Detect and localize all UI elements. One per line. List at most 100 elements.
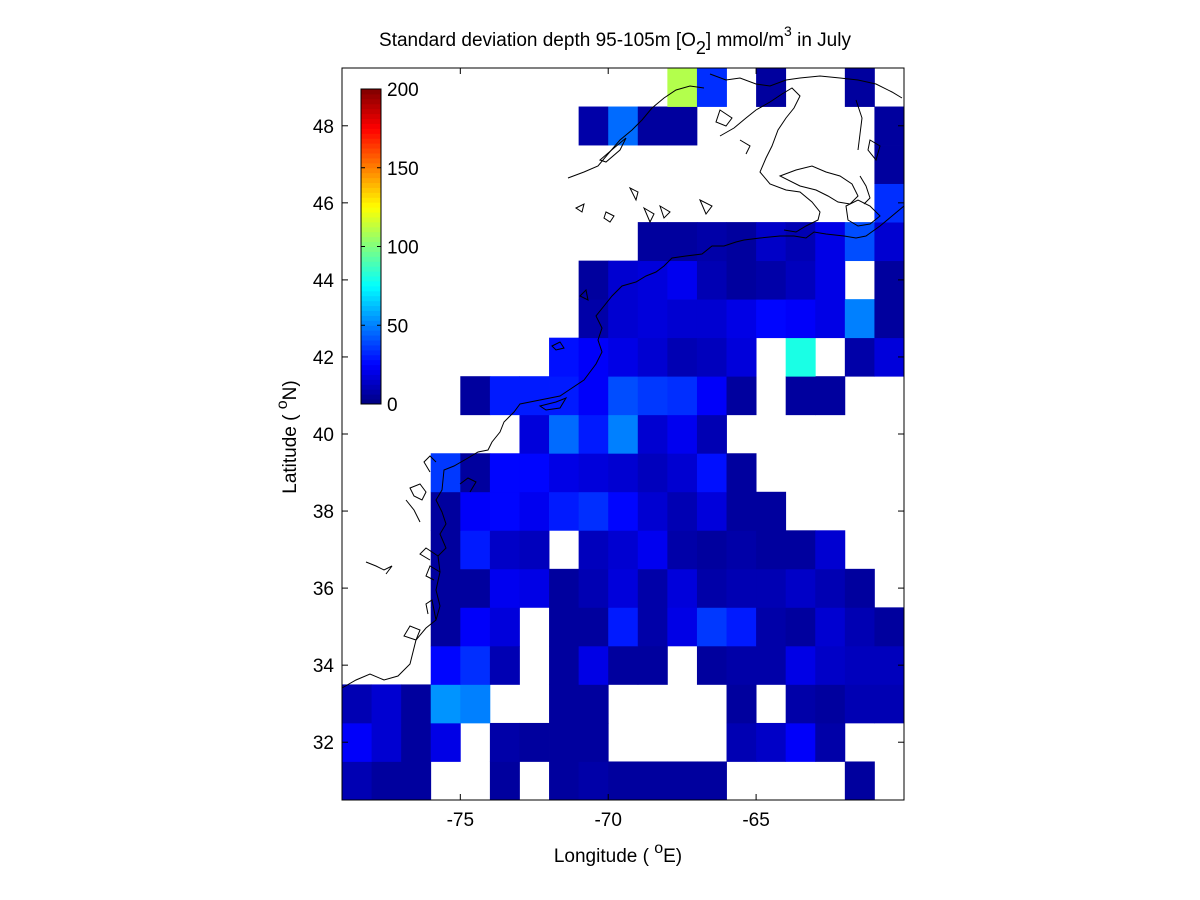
- chart-title: Standard deviation depth 95-105m [O2] mm…: [379, 23, 851, 58]
- heatmap-cell: [460, 376, 491, 416]
- heatmap-cell: [578, 414, 609, 454]
- heatmap-cell: [844, 684, 875, 724]
- heatmap-cell: [637, 222, 668, 262]
- colorbar-segment: [361, 325, 381, 331]
- heatmap-cell: [785, 530, 816, 570]
- heatmap-cell: [785, 645, 816, 685]
- x-tick-label: -70: [594, 810, 621, 831]
- heatmap-cell: [578, 337, 609, 377]
- heatmap-cell: [696, 222, 727, 262]
- colorbar-segment: [361, 290, 381, 297]
- heatmap-cell: [637, 414, 668, 454]
- colorbar-segment: [361, 212, 381, 218]
- y-tick-label: 40: [313, 425, 334, 446]
- heatmap-cell: [756, 260, 787, 300]
- heatmap-cell: [578, 568, 609, 608]
- heatmap-cell: [430, 684, 461, 724]
- heatmap-cell: [578, 645, 609, 685]
- heatmap-cell: [578, 491, 609, 531]
- heatmap-cell: [637, 337, 668, 377]
- heatmap-cell: [667, 414, 698, 454]
- heatmap-cell: [756, 491, 787, 531]
- x-tick-label: -65: [742, 810, 769, 831]
- heatmap-cell: [844, 299, 875, 339]
- colorbar-segment: [361, 251, 381, 257]
- colorbar-segment: [361, 335, 381, 341]
- colorbar-segment: [361, 354, 381, 361]
- heatmap-cell: [815, 684, 846, 724]
- heatmap-cell: [756, 222, 787, 262]
- heatmap-cell: [460, 684, 491, 724]
- heatmap-cell: [696, 568, 727, 608]
- colorbar-segment: [361, 187, 381, 193]
- heatmap-cell: [430, 530, 461, 570]
- colorbar-ticks: 0 50 100 150 200: [361, 80, 419, 416]
- heatmap-cell: [519, 722, 550, 762]
- colorbar-segment: [361, 226, 381, 233]
- heatmap-cell: [844, 337, 875, 377]
- colorbar-segment: [361, 133, 381, 139]
- heatmap-cell: [430, 722, 461, 762]
- heatmap-cell: [696, 761, 727, 801]
- y-tick-label: 32: [313, 733, 334, 754]
- colorbar-segment: [361, 399, 381, 405]
- heatmap-cell: [608, 607, 639, 647]
- heatmap-cell: [756, 68, 787, 107]
- colorbar-segment: [361, 138, 381, 144]
- colorbar-segment: [361, 172, 381, 179]
- colorbar-segment: [361, 103, 381, 110]
- colorbar-segment: [361, 271, 381, 277]
- colorbar-segment: [361, 98, 381, 105]
- colorbar-segment: [361, 108, 381, 115]
- heatmap-cell: [578, 530, 609, 570]
- coastline: [341, 73, 905, 689]
- heatmap-cell: [430, 645, 461, 685]
- colorbar-segment: [361, 246, 381, 252]
- colorbar-segment: [361, 276, 381, 282]
- heatmap-cell: [608, 530, 639, 570]
- colorbar-segment: [361, 89, 381, 95]
- heatmap-cell: [667, 607, 698, 647]
- heatmap-cell: [608, 337, 639, 377]
- heatmap-cell: [726, 453, 757, 493]
- heatmap-cell: [578, 607, 609, 647]
- heatmap-cell: [401, 722, 432, 762]
- heatmap-cell: [815, 222, 846, 262]
- heatmap-cell: [608, 299, 639, 339]
- heatmap-cell: [637, 607, 668, 647]
- colorbar-segment: [361, 167, 381, 174]
- heatmap-cell: [785, 222, 816, 262]
- heatmap-cell: [756, 568, 787, 608]
- colorbar-segment: [361, 207, 381, 213]
- heatmap-cell: [785, 568, 816, 608]
- heatmap-cell: [844, 68, 875, 107]
- colorbar-segment: [361, 344, 381, 351]
- colorbar-segment: [361, 300, 381, 307]
- colorbar-segment: [361, 197, 381, 203]
- heatmap-cell: [578, 722, 609, 762]
- colorbar-segment: [361, 374, 381, 380]
- heatmap-cell: [489, 530, 520, 570]
- y-tick-label: 46: [313, 194, 334, 215]
- heatmap-cell: [756, 722, 787, 762]
- heatmap-cell: [489, 453, 520, 493]
- heatmap-cell: [489, 722, 520, 762]
- heatmap-cell: [371, 684, 402, 724]
- colorbar-segment: [361, 148, 381, 154]
- heatmap-cell: [844, 761, 875, 801]
- heatmap-cell: [844, 645, 875, 685]
- heatmap-cell: [519, 530, 550, 570]
- heatmap-cell: [489, 568, 520, 608]
- colorbar-segment: [361, 93, 381, 100]
- heatmap-cell: [549, 607, 580, 647]
- heatmap-cell: [637, 530, 668, 570]
- heatmap-cell: [549, 645, 580, 685]
- heatmap-cell: [785, 337, 816, 377]
- heatmap-cell: [667, 68, 698, 107]
- heatmap-cell: [549, 453, 580, 493]
- heatmap-cell: [549, 337, 580, 377]
- heatmap-cell: [519, 414, 550, 454]
- heatmap-cell: [696, 337, 727, 377]
- heatmap-cell: [489, 761, 520, 801]
- heatmap-cell: [696, 645, 727, 685]
